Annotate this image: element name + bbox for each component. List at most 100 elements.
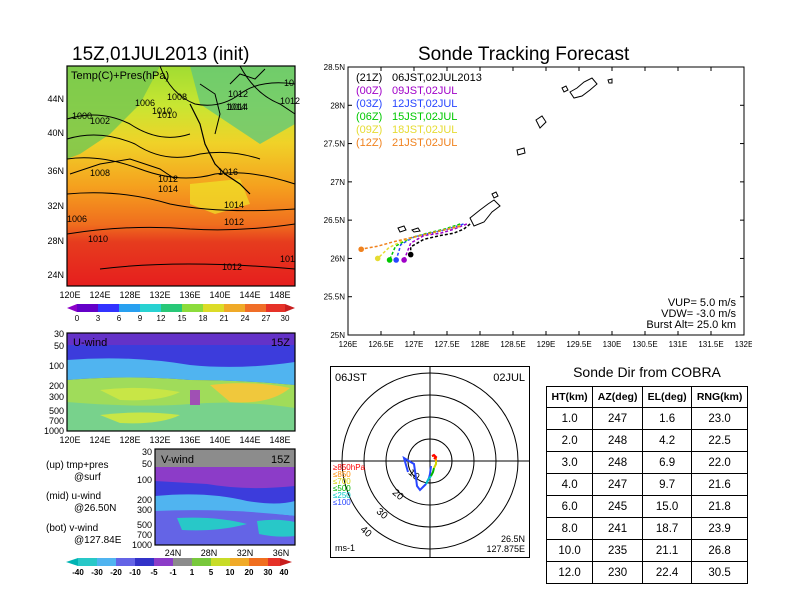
- table-cell: 18.7: [642, 517, 693, 540]
- x-tick-label: 130E: [603, 340, 622, 349]
- track-frame: [347, 66, 745, 336]
- temp-pres-map: 1000 1002 1006 1008 1010 1012 1014 1016 …: [47, 65, 300, 323]
- colorbar-label: -20: [110, 568, 122, 576]
- table-cell: 22.5: [691, 429, 748, 452]
- note-up-level: @surf: [74, 472, 101, 483]
- track-params: VUP= 5.0 m/s VDW= -3.0 m/s Burst Alt= 25…: [646, 297, 736, 331]
- map-label: Temp(C)+Pres(hPa): [71, 70, 169, 82]
- lat-label: 36N: [47, 166, 64, 176]
- u-wind-section: U-wind 15Z 30 50 100 200 300 500 700 100…: [44, 330, 296, 445]
- v-wind-section: V-wind 15Z 30 50 100 200 300 500 700 100…: [132, 447, 296, 558]
- p-label: 1000: [132, 540, 152, 550]
- lon-label: 124E: [89, 290, 110, 300]
- p-label: 300: [137, 505, 152, 515]
- colorbar-label: 1: [190, 568, 195, 576]
- table-cell: 245: [592, 495, 644, 518]
- temp-colorbar: [67, 304, 295, 312]
- lon-label: 140E: [209, 435, 230, 445]
- isobar-label: 1000: [72, 111, 92, 121]
- isobar-label: 1006: [135, 98, 155, 108]
- track-line: [403, 223, 468, 261]
- hodo-segment: [425, 475, 432, 485]
- lon-labels: 120E 124E 128E 132E 136E 140E 144E 148E: [59, 290, 290, 300]
- legend-time: 12JST,02JUL: [392, 98, 457, 110]
- p-label: 30: [54, 330, 64, 339]
- island-outline: [469, 199, 501, 227]
- polar-legend-item: ≤500: [333, 484, 351, 493]
- legend-time: 06JST,02JUL2013: [392, 72, 482, 84]
- lat-labels: 44N 40N 36N 32N 28N 24N: [47, 94, 64, 280]
- lat-label: 24N: [47, 270, 64, 280]
- table-cell: 230: [592, 561, 644, 584]
- table-cell: 22.0: [691, 451, 748, 474]
- table-cell: 248: [592, 429, 644, 452]
- colorbar-label: 15: [178, 314, 187, 323]
- isobar-label: 1012: [280, 96, 300, 106]
- isobar-label: 1014: [228, 102, 248, 112]
- lon-label: 124E: [89, 435, 110, 445]
- isobar-label: 10: [284, 78, 294, 88]
- note-up: (up) tmp+pres: [46, 460, 109, 471]
- track-chart: 126E 126.5E 127E 127.5E 128E 128.5E 129E 129.5E…: [324, 63, 752, 349]
- colorbar-label: 3: [96, 314, 101, 323]
- isobar-label: 1012: [224, 217, 244, 227]
- isobar-label: 1012: [222, 262, 242, 272]
- colorbar-label: -5: [150, 568, 158, 576]
- table-cell: 4.2: [642, 429, 693, 452]
- lat-label: 32N: [237, 548, 254, 558]
- island-outline: [607, 78, 613, 84]
- p-label: 300: [49, 392, 64, 402]
- vup-text: VUP= 5.0 m/s: [668, 297, 737, 309]
- warm-region: [190, 179, 250, 214]
- polar-legend-item: ≤700: [333, 477, 351, 486]
- x-tick-label: 130.5E: [632, 340, 657, 349]
- x-tick-label: 126E: [339, 340, 358, 349]
- lon-label: 144E: [239, 435, 260, 445]
- vdw-text: VDW= -3.0 m/s: [661, 308, 736, 320]
- table-cell: 1.0: [545, 407, 594, 430]
- y-tick-label: 25N: [330, 331, 345, 340]
- pressure-labels: 30 50 100 200 300 500 700 1000: [44, 330, 64, 436]
- note-bot-level: @127.84E: [74, 535, 122, 546]
- isobar-label: 1014: [226, 102, 246, 112]
- polar-date: 02JUL: [493, 372, 525, 384]
- p-label: 700: [49, 416, 64, 426]
- y-tick-label: 27.5N: [324, 140, 346, 149]
- x-tick-label: 132E: [735, 340, 752, 349]
- table-cell: 30.5: [691, 561, 748, 584]
- isobar-label: 1006: [67, 214, 87, 224]
- polar-lat: 26.5N: [501, 534, 525, 544]
- table-cell: 23.9: [691, 517, 748, 540]
- colorbar-label: 40: [280, 568, 289, 576]
- table-cell: 2.0: [545, 429, 594, 452]
- colorbar-label: 5: [209, 568, 214, 576]
- u-wind-time: 15Z: [271, 337, 290, 349]
- p-label: 200: [49, 381, 64, 391]
- table-cell: 21.1: [642, 539, 693, 562]
- p-label: 500: [49, 406, 64, 416]
- lat-label: 36N: [273, 548, 290, 558]
- table-cell: 21.6: [691, 473, 748, 496]
- track-endpoint: [386, 257, 393, 263]
- x-tick-label: 127.5E: [434, 340, 459, 349]
- table-cell: 247: [592, 407, 644, 430]
- note-bot: (bot) v-wind: [46, 523, 99, 534]
- track-endpoint: [358, 246, 364, 253]
- colorbar-label: -1: [169, 568, 177, 576]
- table-cell: 9.7: [642, 473, 693, 496]
- column-header: HT(km): [545, 386, 594, 408]
- polar-legend: ≥850hPa ≤850 ≤700 ≤500 ≤250 ≤100: [333, 463, 366, 507]
- colorbar-label: 18: [199, 314, 208, 323]
- left-top-title: 15Z,01JUL2013 (init): [72, 44, 250, 65]
- table-cell: 4.0: [545, 473, 594, 496]
- isobar-label: 1002: [90, 116, 110, 126]
- legend-code: (00Z): [356, 85, 382, 97]
- lon-label: 128E: [119, 290, 140, 300]
- lat-label: 28N: [47, 236, 64, 246]
- track-axes: 126E 126.5E 127E 127.5E 128E 128.5E 129E 129.5E…: [324, 63, 752, 349]
- column-header: EL(deg): [642, 386, 693, 408]
- lat-label: 32N: [47, 201, 64, 211]
- island-outline: [491, 191, 499, 199]
- table-cell: 247: [592, 473, 644, 496]
- lon-label: 148E: [269, 290, 290, 300]
